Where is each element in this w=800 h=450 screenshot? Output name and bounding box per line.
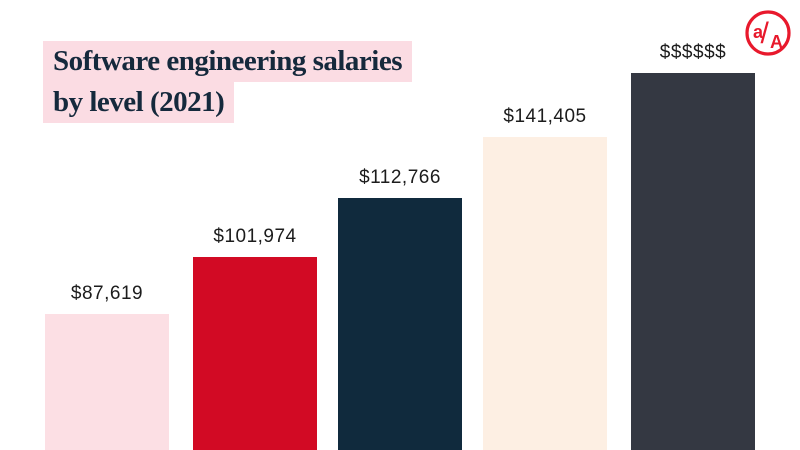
bar-value-label: $$$$$$ <box>659 42 727 63</box>
logo-letter-a-upper: A <box>770 32 783 52</box>
bar-3: $112,766 <box>338 168 462 450</box>
title-line-2: by level (2021) <box>43 82 235 123</box>
logo-svg: a / A <box>745 10 791 56</box>
bar-value-label: $101,974 <box>213 226 297 247</box>
app-academy-logo: a / A <box>744 9 792 57</box>
page-title: Software engineering salaries by level (… <box>43 41 413 123</box>
bar-2: $101,974 <box>193 227 317 450</box>
title-line-1: Software engineering salaries <box>43 41 413 82</box>
bar-value-label: $112,766 <box>359 167 441 188</box>
bar-4: $141,405 <box>483 107 607 450</box>
logo-letter-a-lower: a <box>753 22 764 42</box>
bar-1: $87,619 <box>45 284 169 450</box>
bar-value-label: $141,405 <box>503 106 587 127</box>
bar-5: $$$$$$ <box>631 43 755 450</box>
bar-value-label: $87,619 <box>70 283 144 304</box>
logo-slash-icon: / <box>761 17 770 50</box>
logo-circle <box>745 10 791 56</box>
